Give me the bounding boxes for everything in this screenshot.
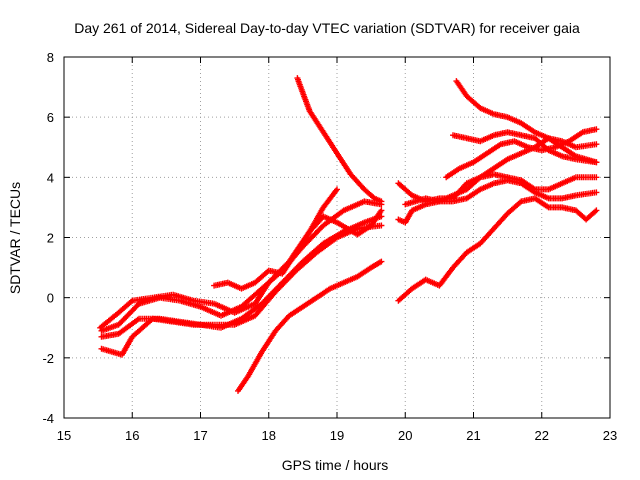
x-tick-label: 18 [262,428,276,443]
data-series [97,75,600,394]
chart-title: Day 261 of 2014, Sidereal Day-to-day VTE… [74,20,580,36]
y-tick-label: -2 [42,351,54,366]
plot-frame [63,56,611,419]
satellite-track-7 [294,75,385,205]
y-tick-label: -4 [42,411,54,426]
x-tick-label: 20 [398,428,412,443]
x-tick-label: 21 [466,428,480,443]
satellite-track-8 [395,195,600,304]
x-tick-label: 16 [125,428,139,443]
satellite-track-5 [211,207,385,292]
y-tick-label: 2 [47,231,54,246]
y-tick-label: 4 [47,170,54,185]
satellite-track-2 [98,198,385,334]
y-tick-label: 8 [47,50,54,65]
y-tick-label: 0 [47,291,54,306]
x-tick-label: 15 [57,428,71,443]
axis-ticks: 15 16 17 18 19 20 21 22 23 -4 -2 0 2 4 6 8 [42,50,617,443]
y-tick-label: 6 [47,110,54,125]
satellite-track-4 [98,222,385,358]
x-tick-label: 22 [535,428,549,443]
x-tick-label: 17 [193,428,207,443]
x-axis-label: GPS time / hours [282,457,389,473]
x-tick-label: 23 [603,428,617,443]
y-axis-label: SDTVAR / TECUs [7,182,23,294]
x-tick-label: 19 [330,428,344,443]
satellite-track-14 [453,78,600,166]
satellite-track-6 [235,258,385,394]
